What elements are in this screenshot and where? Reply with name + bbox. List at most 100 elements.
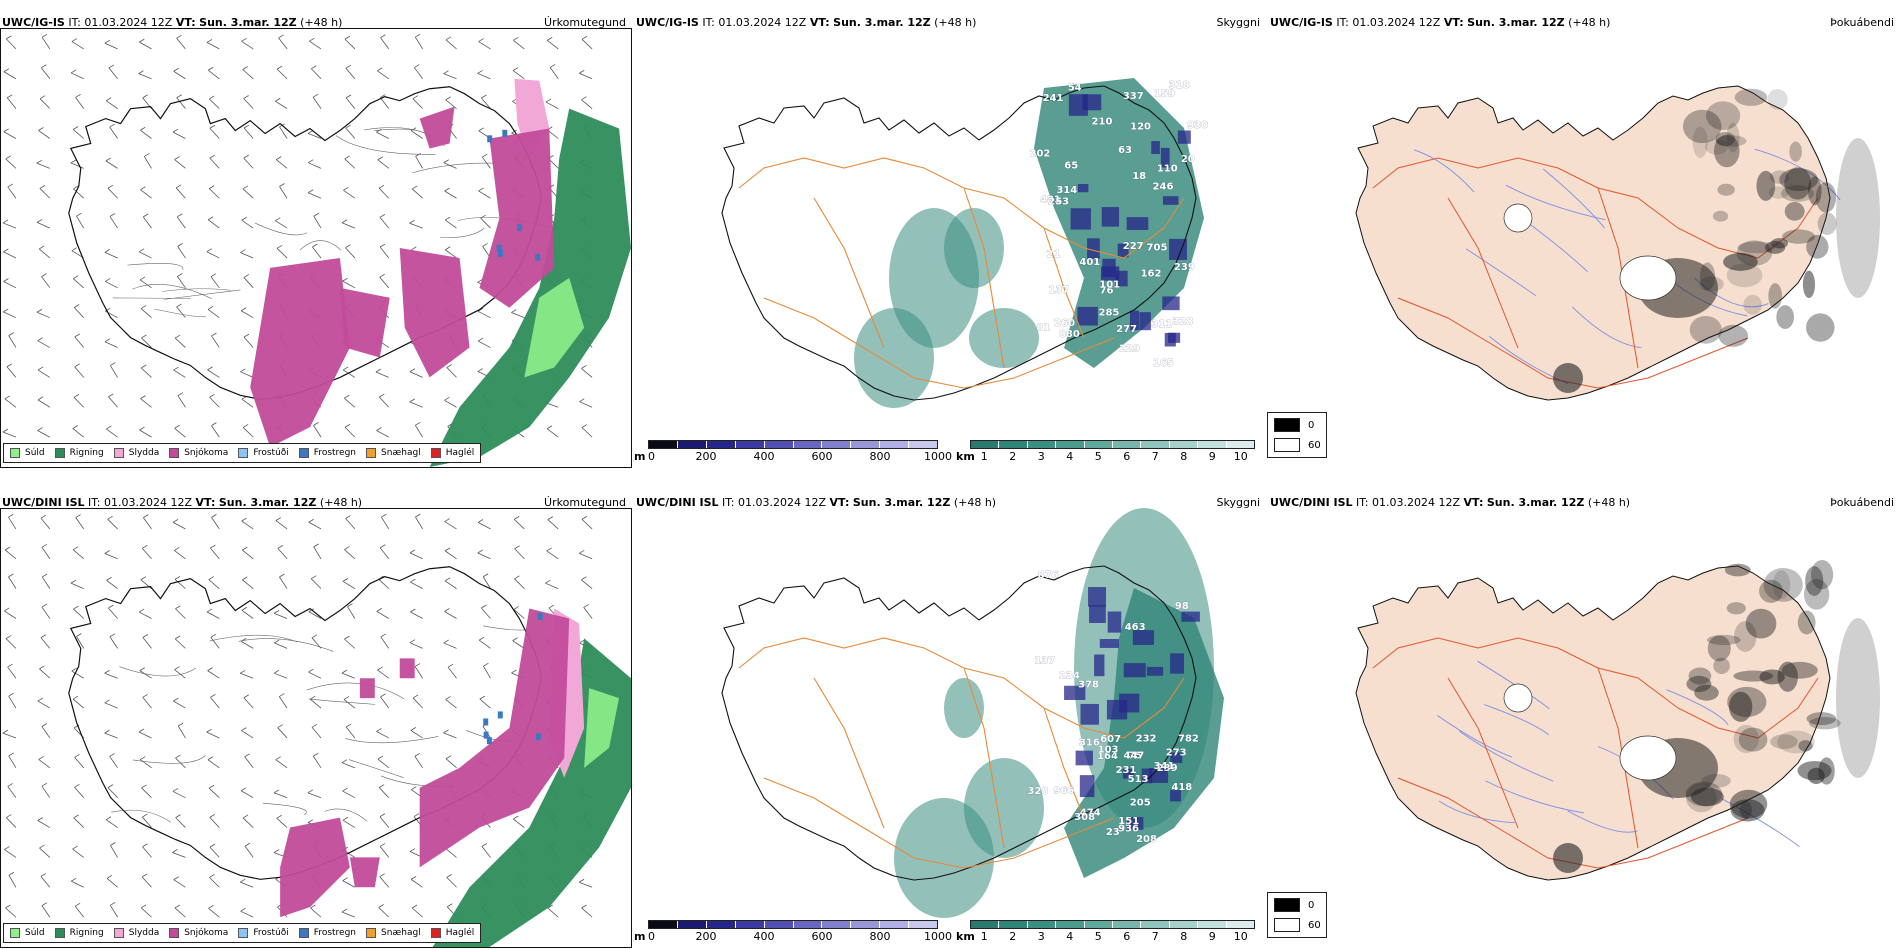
fog-indicator-area [1682,109,1722,144]
low-cloud-cell [1146,666,1164,676]
legend-label: Súld [25,448,45,458]
scale-tick-label: 6 [1123,930,1131,943]
issue-time: 01.03.2024 12Z [104,496,193,509]
scale-unit: m [634,930,646,943]
legend-label: Frostúði [253,448,289,458]
fog-legend-swatch [1274,918,1300,932]
snow-area [280,817,350,918]
low-cloud-cell [1101,207,1120,227]
low-cloud-cell [1139,312,1151,331]
model-name: UWC/DINI ISL [636,496,719,509]
legend-swatch [238,448,249,458]
cloud-base-label: 137 [1034,656,1055,667]
legend-label: Rigning [69,448,104,458]
fog-indicator-legend: 0 60 [1267,412,1327,458]
low-cloud-cell [1129,310,1139,331]
cloud-base-label: 241 [1043,93,1064,104]
fog-map[interactable] [1268,28,1900,438]
lead-time: (+48 h) [953,496,997,509]
scale-bar [970,440,1255,449]
road-network [738,157,1185,389]
lead-time: (+48 h) [319,496,363,509]
legend-swatch [430,448,441,458]
fog-indicator-area [1715,132,1736,147]
freezing-rain-cell [535,733,541,741]
scale-tick-label: 0 [648,930,655,943]
cloud-base-label: 705 [1147,242,1168,253]
panel-title: UWC/DINI ISL IT: 01.03.2024 12Z VT: Sun.… [2,496,362,509]
low-cloud-cell [1122,768,1135,779]
cloud-map[interactable]: 98 75 208 164 782 151 513 474 232 239 966 378 308 341… [634,508,1266,918]
legend-label: Snæhagl [381,928,421,938]
fog-legend-item: 0 [1274,418,1314,432]
snow-area [250,257,350,448]
scale-bar [648,440,938,449]
low-cloud-cell [1094,654,1105,677]
issue-time-label: IT: [88,496,101,509]
cloud-base-label: 316 [1079,738,1100,749]
cloud-cover-area [969,308,1039,368]
fog-indicator-area [1770,734,1798,750]
fog-indicator-area [1723,252,1758,271]
fog-indicator-area [1803,578,1830,610]
legend-swatch [113,928,124,938]
valid-time-label: VT: [175,16,196,29]
model-name: UWC/DINI ISL [1270,496,1353,509]
fog-legend-swatch [1274,418,1300,432]
legend-item: Frostregn [298,928,356,938]
freezing-rain-cell [535,253,541,261]
lead-time: (+48 h) [934,16,977,29]
valid-time: Sun. 3.mar. 12Z [852,496,951,509]
fog-legend-label: 60 [1308,439,1321,451]
legend-item: Snjókoma [169,928,228,938]
cloud-base-label: 65 [1064,160,1078,171]
cloud-base-label: 137 [1048,285,1069,296]
cloud-base-label: 75 [1128,750,1142,761]
precip-map[interactable]: Súld Rigning Slydda Snjókoma Frostúði Frostre… [0,28,632,468]
fog-indicator-area [1836,138,1880,298]
panel-kind-label: Skyggni [1216,16,1260,29]
scale-tick-label: 7 [1151,930,1159,943]
cloud-base-label: 463 [1125,622,1146,633]
issue-time-label: IT: [702,16,715,29]
low-cloud-cell [1088,587,1107,607]
fog-indicator-area [1772,570,1791,600]
visibility-scale: km 1 2 3 4 5 6 7 8 9 10 [956,440,1261,470]
valid-time: Sun. 3.mar. 12Z [1486,496,1585,509]
legend-swatch [366,448,377,458]
scale-tick-label: 400 [753,450,775,463]
valid-time-label: VT: [195,496,216,509]
fog-indicator-area [1686,675,1712,693]
freezing-rain-cell [486,737,492,745]
fog-indicator-area [1729,691,1753,722]
model-name: UWC/IG-IS [2,16,65,29]
freezing-rain-cell [483,731,489,739]
low-cloud-cell [1080,703,1099,725]
low-cloud-cell [1106,699,1128,720]
scale-tick-label: 1 [980,450,988,463]
fog-indicator-area [1715,135,1747,147]
low-cloud-cell [1117,243,1129,258]
precip-type-legend: Súld Rigning Slydda Snjókoma Frostúði Frostre… [3,443,482,463]
lead-time: (+48 h) [1568,16,1611,29]
low-cloud-cell [1162,296,1180,311]
freezing-rain-cell [496,244,502,252]
fog-indicator-area [1784,167,1812,200]
scale-tick-label: 5 [1094,450,1102,463]
fog-legend-item: 60 [1274,438,1321,452]
snow-area [349,857,380,888]
fog-indicator-area [1553,843,1583,873]
cloud-base-label: 328 [1172,316,1193,327]
fog-map[interactable] [1268,508,1900,918]
cloud-base-label: 260 [1054,318,1075,329]
panel-title: UWC/IG-IS IT: 01.03.2024 12Z VT: Sun. 3.… [636,16,976,29]
scale-tick-label: 4 [1066,930,1074,943]
glacier [1619,735,1677,781]
scale-tick-label: 800 [869,450,891,463]
low-cloud-cell [1079,775,1095,798]
precip-map[interactable]: Súld Rigning Slydda Snjókoma Frostúði Frostre… [0,508,632,948]
cloud-map[interactable]: 76 81 101 65 54 120 229 246 227 159 20 18 880 241 137 2… [634,28,1266,438]
low-cloud-cell [1123,663,1146,678]
cloud-base-label: 285 [1099,307,1120,318]
fog-indicator-area [1817,212,1837,236]
